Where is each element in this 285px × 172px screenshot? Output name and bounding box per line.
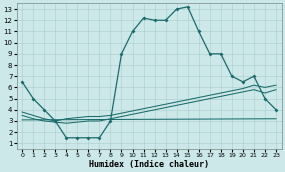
X-axis label: Humidex (Indice chaleur): Humidex (Indice chaleur) [89,159,209,169]
